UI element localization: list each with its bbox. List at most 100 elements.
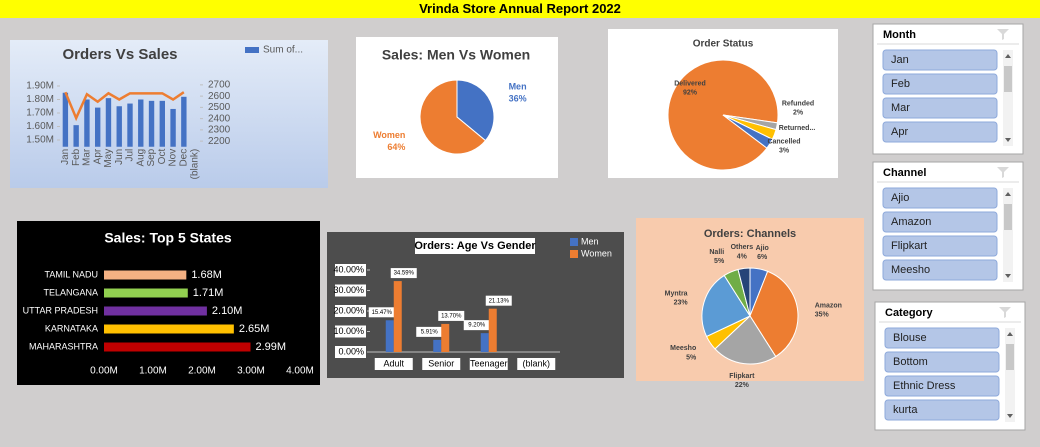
pie-label: Amazon (815, 303, 842, 310)
legend-swatch (570, 238, 578, 246)
x-tick-box (422, 358, 461, 370)
slicer-title: Month (883, 29, 916, 41)
value-label: 2.65M (239, 323, 270, 335)
bar (62, 92, 69, 147)
pie-value-label: 3% (779, 148, 790, 155)
bar (433, 339, 442, 352)
pie-value-label: 6% (757, 254, 768, 261)
pie-label: Delivered (674, 81, 706, 88)
x-tick-label: Apr (92, 148, 103, 164)
slicer-item-label[interactable]: Ethnic Dress (893, 380, 956, 392)
value-label: 21.13% (489, 298, 510, 304)
pie-slice (714, 315, 777, 365)
slicer-item-label[interactable]: Bottom (893, 356, 928, 368)
value-label-box (416, 326, 443, 337)
bar (181, 96, 187, 147)
y2-tick-label: 2600 (208, 91, 231, 102)
scroll-up[interactable] (1007, 332, 1013, 336)
x-tick-label: Jul (125, 149, 136, 162)
bar (441, 323, 450, 352)
pie-label: Refunded (782, 101, 814, 108)
slicer-item-label[interactable]: Blouse (893, 332, 927, 344)
slicer-item[interactable] (882, 235, 998, 257)
clear-filter-icon[interactable] (997, 29, 1009, 40)
slicer-item[interactable] (884, 351, 1000, 373)
pie-slice (749, 270, 799, 358)
y-tick-label: 40.00% (333, 264, 364, 274)
scrollbar-thumb[interactable] (1004, 66, 1012, 92)
x-tick-box (469, 358, 508, 370)
scroll-up[interactable] (1005, 54, 1011, 58)
slicer-item-label[interactable]: Meesho (891, 264, 930, 276)
pie-label: Flipkart (729, 373, 755, 380)
x-tick-label: Nov (168, 149, 179, 167)
x-tick-label: Jan (60, 149, 71, 165)
value-label-box (390, 268, 417, 279)
slicer-item[interactable] (882, 211, 998, 233)
chart-title: Orders: Age Vs Gender (414, 240, 536, 252)
chart-title: Orders Vs Sales (62, 46, 177, 63)
y-tick-label: UTTAR PRADESH (23, 305, 98, 315)
bar (480, 333, 489, 352)
y-tick-box (335, 264, 366, 276)
value-label: 5.91% (421, 329, 439, 335)
clear-filter-icon[interactable] (999, 307, 1011, 318)
slicer-item-label[interactable]: Jan (891, 54, 909, 66)
chart-title: Orders: Channels (704, 228, 796, 240)
slicer-item[interactable] (884, 375, 1000, 397)
pie-value-label: 64% (387, 142, 405, 152)
value-label: 2.10M (212, 305, 243, 317)
value-label: 15.47% (372, 310, 393, 316)
value-label: 34.59% (394, 271, 415, 277)
slicer-item-label[interactable]: Feb (891, 78, 910, 90)
slicer-item[interactable] (882, 187, 998, 209)
scrollbar-thumb[interactable] (1004, 204, 1012, 230)
bar (116, 106, 122, 147)
report-title: Vrinda Store Annual Report 2022 (419, 1, 621, 16)
scrollbar-thumb[interactable] (1006, 344, 1014, 370)
scroll-up[interactable] (1005, 192, 1011, 196)
x-tick-label: Feb (71, 148, 82, 166)
slicer-item-label[interactable]: Flipkart (891, 240, 927, 252)
value-label: 9.20% (468, 323, 486, 329)
x-tick-label: 1.00M (139, 366, 167, 377)
line (64, 91, 185, 122)
slicer-item-label[interactable]: Amazon (891, 216, 931, 228)
slicer-item-label[interactable]: Apr (891, 126, 908, 138)
slicer-item[interactable] (884, 327, 1000, 349)
legend-label: Men (581, 236, 599, 246)
bar (95, 107, 101, 147)
value-label: 1.68M (191, 269, 222, 281)
x-tick-label: 2.00M (188, 366, 216, 377)
slicer-item-label[interactable]: Ajio (891, 192, 909, 204)
slicer-item-label[interactable]: Mar (891, 102, 910, 114)
scroll-down[interactable] (1005, 274, 1011, 278)
pie-label: Nalli (709, 249, 724, 256)
pie-value-label: 23% (674, 300, 689, 307)
clear-filter-icon[interactable] (997, 167, 1009, 178)
x-tick-label: 0.00M (90, 366, 118, 377)
pie-label: Ajio (756, 245, 769, 252)
slicer-item[interactable] (882, 49, 998, 71)
x-tick-label: 3.00M (237, 366, 265, 377)
slicer-item-label[interactable]: kurta (893, 404, 918, 416)
value-label-box (485, 295, 512, 306)
pie-value-label: 4% (737, 253, 748, 260)
slicer-item[interactable] (882, 259, 998, 281)
pie-slice (722, 114, 774, 149)
slicer-item[interactable] (884, 399, 1000, 421)
x-tick-label: Dec (178, 149, 189, 167)
slicer-item[interactable] (882, 73, 998, 95)
legend-label: Sum of... (263, 45, 303, 56)
value-label-box (438, 310, 465, 321)
bar (73, 125, 79, 147)
bar (104, 288, 188, 298)
x-tick-label: Mar (82, 148, 93, 166)
slicer-item[interactable] (882, 121, 998, 143)
scroll-down[interactable] (1005, 138, 1011, 142)
pie-slice (456, 79, 495, 142)
slicer-item[interactable] (882, 97, 998, 119)
chart-panel (17, 221, 320, 385)
scroll-down[interactable] (1007, 414, 1013, 418)
y-tick-label: TAMIL NADU (44, 269, 98, 279)
